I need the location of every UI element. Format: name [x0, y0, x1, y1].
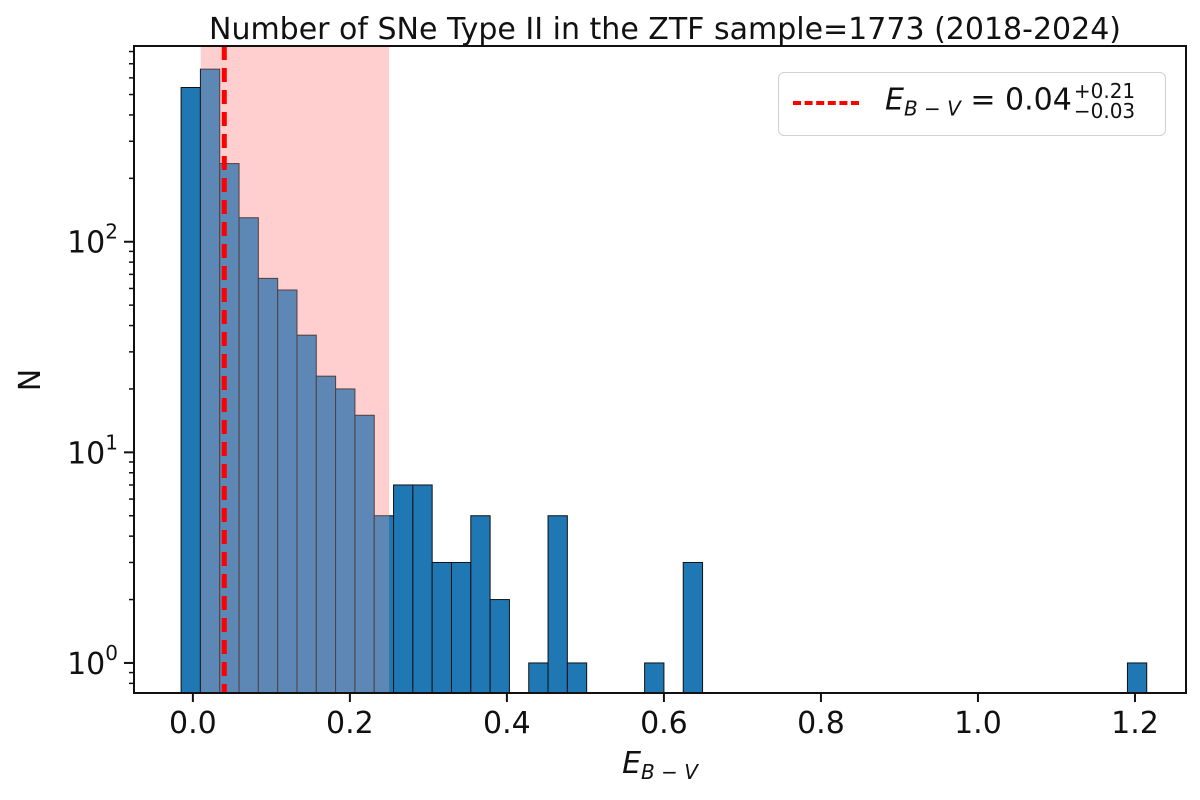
histogram-bar — [450, 561, 472, 694]
x-axis-label-subscript: B − V — [641, 760, 698, 784]
legend: EB − V = 0.04 +0.21 −0.03 — [778, 72, 1166, 136]
y-tick-label: 100 — [67, 641, 118, 682]
chart-title: Number of SNe Type II in the ZTF sample=… — [209, 12, 1121, 47]
histogram-bar — [566, 662, 588, 694]
x-axis-label-symbol: E — [622, 746, 642, 781]
legend-lower-error: −0.03 — [1073, 99, 1136, 123]
legend-symbol: E — [885, 82, 904, 118]
y-tick-label: 101 — [67, 430, 118, 471]
x-tick-label: 0.4 — [483, 706, 531, 741]
x-tick-label: 1.0 — [954, 706, 1002, 741]
histogram-bar — [180, 86, 201, 694]
histogram-bar — [682, 561, 704, 694]
y-tick-label: 102 — [67, 220, 118, 261]
histogram-bar — [431, 561, 452, 694]
histogram-bar — [528, 662, 549, 694]
legend-symbol-subscript: B − V — [903, 96, 961, 121]
histogram-bar — [489, 599, 510, 694]
x-axis-label: EB − V — [560, 746, 760, 784]
plot-frame — [133, 45, 1187, 694]
histogram-bar — [644, 662, 665, 694]
histogram-bar — [393, 484, 414, 694]
legend-value: = 0.04 — [960, 82, 1072, 118]
legend-uncertainty: +0.21 −0.03 — [1074, 81, 1135, 121]
histogram-bar — [547, 515, 568, 694]
legend-label: EB − V = 0.04 +0.21 −0.03 — [885, 81, 1135, 121]
x-tick-label: 0.2 — [326, 706, 374, 741]
x-tick-label: 0.0 — [169, 706, 217, 741]
histogram-bar — [470, 515, 491, 694]
legend-upper-error: +0.21 — [1073, 79, 1136, 103]
legend-dashed-line — [793, 101, 859, 105]
x-tick-label: 0.8 — [797, 706, 845, 741]
histogram-bar — [1126, 662, 1148, 694]
x-tick-label: 0.6 — [640, 706, 688, 741]
shaded-range-overlay — [200, 46, 390, 693]
y-axis-label: N — [13, 368, 48, 392]
x-tick-label: 1.2 — [1111, 706, 1159, 741]
histogram-bar — [412, 484, 433, 694]
